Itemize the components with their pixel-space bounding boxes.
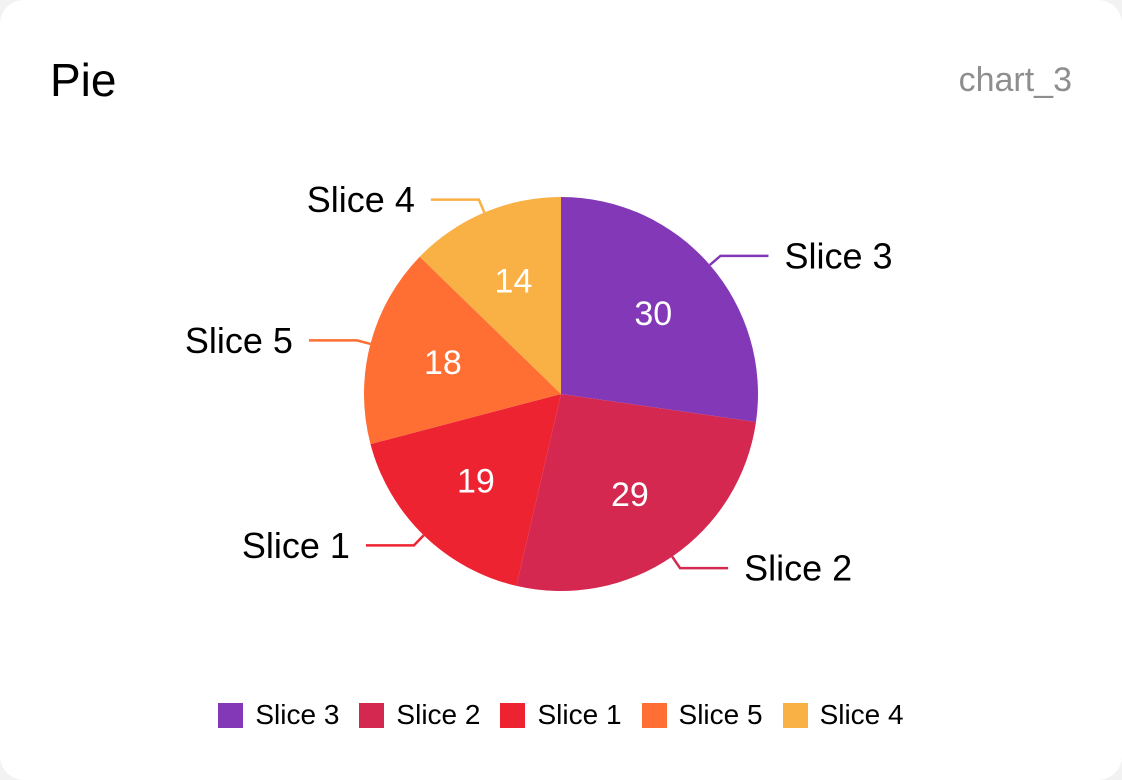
chart-id-label: chart_3: [958, 61, 1072, 99]
legend-swatch: [218, 702, 244, 728]
chart-legend: Slice 3 Slice 2 Slice 1 Slice 5 Slice 4: [0, 695, 1122, 735]
pie-slice-label-slice-2: Slice 2: [744, 548, 852, 589]
pie-slice-slice-2[interactable]: [516, 394, 756, 591]
pie-slice-slice-1[interactable]: [370, 394, 561, 586]
pie-slice-label-slice-5: Slice 5: [185, 320, 293, 361]
legend-item-slice-3[interactable]: Slice 3: [218, 699, 339, 731]
pie-slice-label-slice-3: Slice 3: [784, 235, 892, 276]
legend-item-slice-5[interactable]: Slice 5: [641, 699, 763, 731]
legend-swatch: [359, 702, 385, 728]
legend-swatch: [782, 702, 808, 728]
pie-leader-line-slice-1: [365, 534, 425, 547]
legend-swatch: [500, 702, 526, 728]
legend-label: Slice 3: [255, 699, 340, 730]
pie-slice-slice-5[interactable]: [363, 256, 561, 445]
pie-value-label-slice-3: 30: [634, 295, 672, 333]
pie-value-label-slice-1: 19: [457, 463, 495, 501]
legend-item-slice-2[interactable]: Slice 2: [359, 699, 480, 731]
legend-label: Slice 5: [678, 699, 763, 730]
legend-item-slice-1[interactable]: Slice 1: [500, 699, 622, 731]
pie-value-label-slice-2: 29: [611, 476, 649, 514]
legend-item-slice-4[interactable]: Slice 4: [782, 699, 904, 731]
pie-slice-label-slice-4: Slice 4: [307, 179, 415, 220]
chart-title: Pie: [50, 54, 117, 106]
pie-slice-label-slice-1: Slice 1: [242, 525, 350, 566]
pie-value-label-slice-5: 18: [424, 344, 462, 382]
pie-slice-slice-3[interactable]: [561, 197, 758, 423]
pie-leader-line-slice-3: [709, 254, 769, 266]
pie-leader-line-slice-2: [671, 555, 729, 570]
pie-value-label-slice-4: 14: [495, 262, 533, 300]
legend-label: Slice 4: [819, 699, 904, 730]
legend-label: Slice 1: [537, 699, 622, 730]
pie-chart: 30 Slice 3 29 Slice 2 19 Slice 1 18 Slice 5 14 Sl…: [185, 179, 893, 591]
pie-slice-slice-4[interactable]: [419, 197, 561, 394]
legend-swatch: [641, 702, 667, 728]
pie-leader-line-slice-5: [308, 339, 371, 346]
legend-label: Slice 2: [396, 699, 481, 730]
pie-leader-line-slice-4: [430, 198, 486, 214]
